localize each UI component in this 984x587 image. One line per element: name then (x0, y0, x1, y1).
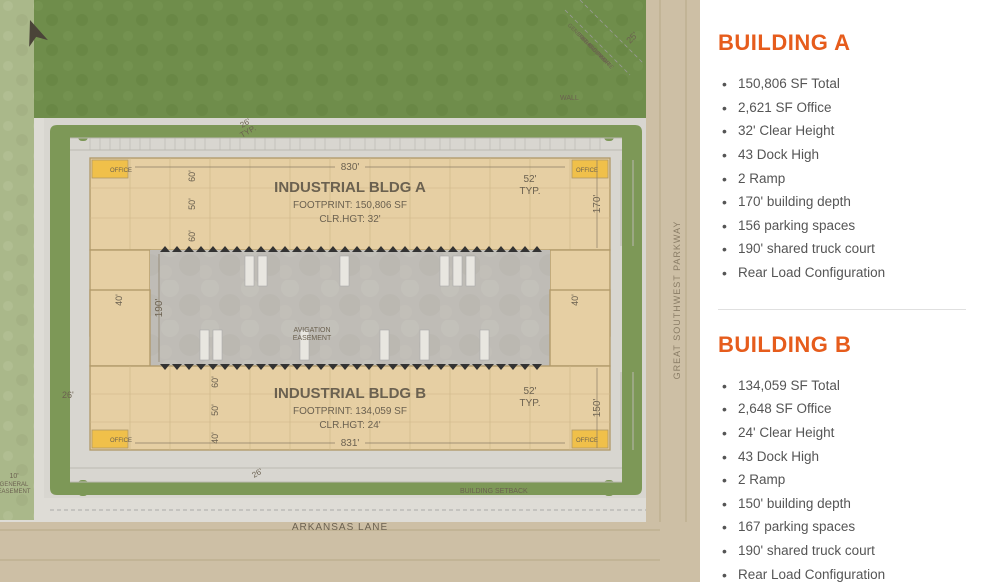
office-b-left: OFFICE (110, 438, 132, 444)
spec-item: 170' building depth (722, 190, 966, 214)
street-east: GREAT SOUTHWEST PARKWAY (672, 221, 682, 380)
spec-item: 2 Ramp (722, 167, 966, 191)
bldg-a-clr: CLR.HGT: 32' (319, 214, 380, 225)
dim-right-wing-40: 40' (570, 294, 580, 306)
spec-item: 2 Ramp (722, 468, 966, 492)
dim-a-typ: 52' (523, 174, 536, 185)
dim-a-60a: 60' (187, 170, 197, 182)
spec-item: Rear Load Configuration (722, 563, 966, 587)
spec-item: 24' Clear Height (722, 421, 966, 445)
bldg-a-footprint: FOOTPRINT: 150,806 SF (293, 200, 407, 211)
spec-item: 156 parking spaces (722, 214, 966, 238)
spec-item: 2,621 SF Office (722, 96, 966, 120)
info-panel: BUILDING A 150,806 SF Total2,621 SF Offi… (700, 0, 984, 582)
dim-b-typ: 52' (523, 386, 536, 397)
dim-left-wing-40: 40' (114, 294, 124, 306)
street-south: ARKANSAS LANE (292, 522, 388, 533)
dim-a-50: 50' (187, 198, 197, 210)
avigation-1: AVIGATION (293, 327, 330, 334)
bldg-b-label: INDUSTRIAL BLDG B (274, 385, 426, 402)
dim-b-60: 60' (210, 376, 220, 388)
spec-item: 32' Clear Height (722, 119, 966, 143)
building-b-specs: 134,059 SF Total2,648 SF Office24' Clear… (718, 374, 966, 587)
svg-text:TYP.: TYP. (520, 186, 541, 197)
bldg-b-clr: CLR.HGT: 24' (319, 420, 380, 431)
svg-text:EASEMENT: EASEMENT (0, 489, 31, 495)
bldg-b-footprint: FOOTPRINT: 134,059 SF (293, 406, 407, 417)
svg-text:10': 10' (9, 473, 18, 480)
building-b-title: BUILDING B (718, 332, 966, 358)
office-a-right: OFFICE (576, 168, 598, 174)
wall-label: WALL (560, 95, 579, 102)
spec-item: Rear Load Configuration (722, 261, 966, 285)
avigation-2: EASEMENT (293, 335, 332, 342)
dim-b-40: 40' (210, 432, 220, 444)
building-a-section: BUILDING A 150,806 SF Total2,621 SF Offi… (718, 30, 966, 285)
spec-item: 167 parking spaces (722, 515, 966, 539)
bldg-a-label: INDUSTRIAL BLDG A (274, 179, 426, 196)
office-b-right: OFFICE (576, 438, 598, 444)
dim-left-26: 26' (62, 390, 74, 400)
setback-label: BUILDING SETBACK (460, 488, 528, 495)
site-plan: INDUSTRIAL BLDG A FOOTPRINT: 150,806 SF … (0, 0, 700, 582)
building-b-section: BUILDING B 134,059 SF Total2,648 SF Offi… (718, 332, 966, 587)
dim-b-width: 831' (341, 438, 360, 449)
dim-truck-190: 190' (154, 299, 165, 318)
spec-item: 190' shared truck court (722, 539, 966, 563)
spec-item: 2,648 SF Office (722, 397, 966, 421)
svg-text:GENERAL: GENERAL (0, 482, 29, 488)
dim-a-depth: 170' (592, 195, 603, 214)
dim-b-depth: 150' (592, 399, 603, 418)
spec-item: 43 Dock High (722, 445, 966, 469)
spec-item: 134,059 SF Total (722, 374, 966, 398)
spec-item: 150,806 SF Total (722, 72, 966, 96)
spec-item: 150' building depth (722, 492, 966, 516)
dim-a-width: 830' (341, 162, 360, 173)
divider (718, 309, 966, 310)
spec-item: 190' shared truck court (722, 237, 966, 261)
dim-b-50: 50' (210, 404, 220, 416)
building-a-title: BUILDING A (718, 30, 966, 56)
office-a-left: OFFICE (110, 168, 132, 174)
dim-a-60b: 60' (187, 230, 197, 242)
svg-text:TYP.: TYP. (520, 398, 541, 409)
building-a-specs: 150,806 SF Total2,621 SF Office32' Clear… (718, 72, 966, 285)
spec-item: 43 Dock High (722, 143, 966, 167)
